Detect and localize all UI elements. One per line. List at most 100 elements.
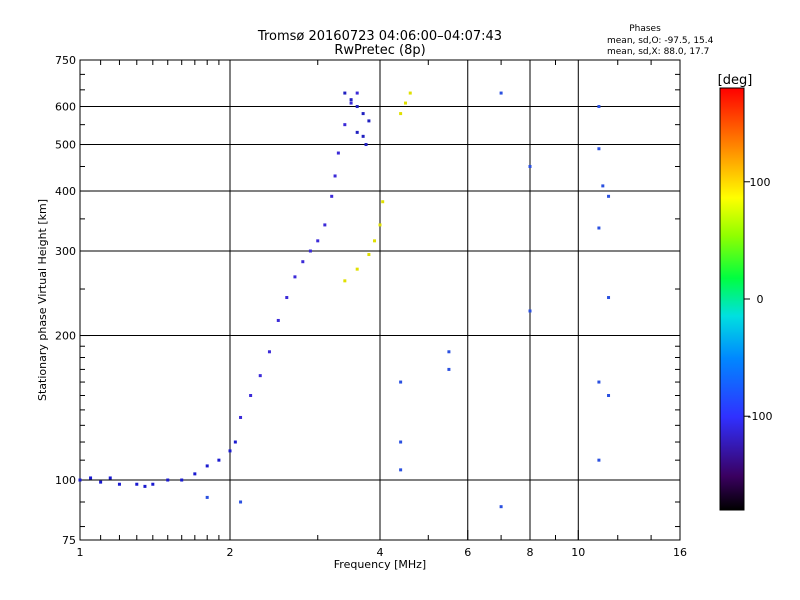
data-point <box>233 440 237 444</box>
data-point <box>597 458 601 462</box>
data-point <box>355 91 359 95</box>
colorbar-label: [deg] <box>718 73 753 88</box>
data-point <box>355 130 359 134</box>
data-point <box>117 482 121 486</box>
data-point <box>528 309 532 313</box>
y-ticks: 75 100 200 300 400 500 600 750 <box>55 54 680 547</box>
data-point <box>361 134 365 138</box>
chart-subtitle: RwPretec (8p) <box>334 43 425 58</box>
data-point <box>381 200 385 204</box>
y-tick-label: 400 <box>55 185 76 198</box>
x-tick-label: 6 <box>464 546 471 559</box>
data-point <box>293 275 297 279</box>
data-point <box>330 194 334 198</box>
colorbar-tick-label: 100 <box>750 176 771 189</box>
data-point <box>447 350 451 354</box>
y-tick-label: 600 <box>55 101 76 114</box>
colorbar-ticks: 100 0 -100 <box>744 176 772 423</box>
colorbar-tick-label: -100 <box>748 410 773 423</box>
data-point <box>597 105 601 109</box>
data-point <box>151 482 155 486</box>
chart-title: Tromsø 20160723 04:06:00–04:07:43 <box>257 29 502 44</box>
x-tick-label: 2 <box>227 546 234 559</box>
x-tick-label: 10 <box>571 546 585 559</box>
x-axis-label: Frequency [MHz] <box>334 558 426 571</box>
grid-lines <box>80 60 680 540</box>
x-ticks: 1 2 4 6 8 10 16 <box>77 60 687 559</box>
data-point <box>228 449 232 453</box>
phase-info-x: mean, sd,X: 88.0, 17.7 <box>607 47 709 57</box>
x-tick-label: 8 <box>527 546 534 559</box>
data-point <box>499 91 503 95</box>
y-tick-label: 500 <box>55 139 76 152</box>
data-points <box>78 91 611 509</box>
data-point <box>323 223 327 227</box>
data-point <box>408 91 412 95</box>
data-point <box>285 296 289 300</box>
data-point <box>180 478 184 482</box>
colorbar: [deg] 100 0 -100 <box>718 73 772 511</box>
data-point <box>99 480 103 484</box>
data-point <box>258 374 262 378</box>
data-point <box>308 249 312 253</box>
data-point <box>343 123 347 127</box>
x-tick-label: 1 <box>77 546 84 559</box>
data-point <box>108 476 112 480</box>
y-tick-label: 300 <box>55 245 76 258</box>
data-point <box>205 495 209 499</box>
data-point <box>301 260 305 264</box>
data-point <box>447 367 451 371</box>
data-point <box>499 505 503 509</box>
data-point <box>367 253 371 257</box>
data-point <box>367 119 371 123</box>
data-point <box>607 194 611 198</box>
data-point <box>399 380 403 384</box>
data-point <box>597 147 601 151</box>
y-tick-label: 200 <box>55 330 76 343</box>
data-point <box>239 500 243 504</box>
data-point <box>607 296 611 300</box>
data-point <box>373 239 377 243</box>
phase-info-title: Phases <box>629 24 661 34</box>
data-point <box>601 184 605 188</box>
data-point <box>528 164 532 168</box>
data-point <box>399 468 403 472</box>
data-point <box>355 267 359 271</box>
data-point <box>166 478 170 482</box>
data-point <box>78 478 82 482</box>
x-tick-label: 4 <box>377 546 384 559</box>
data-point <box>239 415 243 419</box>
data-point <box>217 458 221 462</box>
data-point <box>349 101 353 105</box>
data-point <box>349 98 353 102</box>
data-point <box>316 239 320 243</box>
data-point <box>267 350 271 354</box>
data-point <box>597 226 601 230</box>
y-tick-label: 75 <box>62 534 76 547</box>
colorbar-gradient <box>719 87 745 511</box>
y-axis-label: Stationary phase Virtual Height [km] <box>36 199 49 401</box>
y-tick-label: 750 <box>55 54 76 67</box>
data-point <box>343 279 347 283</box>
data-point <box>193 472 197 476</box>
data-point <box>333 174 337 178</box>
data-point <box>607 394 611 398</box>
y-tick-label: 100 <box>55 474 76 487</box>
data-point <box>89 476 93 480</box>
phase-info-o: mean, sd,O: -97.5, 15.4 <box>607 36 714 46</box>
data-point <box>249 394 253 398</box>
data-point <box>276 318 280 322</box>
colorbar-tick-label: 0 <box>757 293 764 306</box>
data-point <box>361 112 365 116</box>
data-point <box>343 91 347 95</box>
data-point <box>143 484 147 488</box>
data-point <box>399 440 403 444</box>
data-point <box>135 482 139 486</box>
data-point <box>355 105 359 109</box>
plot-area: 1 2 4 6 8 10 16 75 100 200 300 400 500 600 750 <box>55 54 687 559</box>
data-point <box>364 143 368 147</box>
data-point <box>403 101 407 105</box>
data-point <box>399 112 403 116</box>
data-point <box>336 151 340 155</box>
